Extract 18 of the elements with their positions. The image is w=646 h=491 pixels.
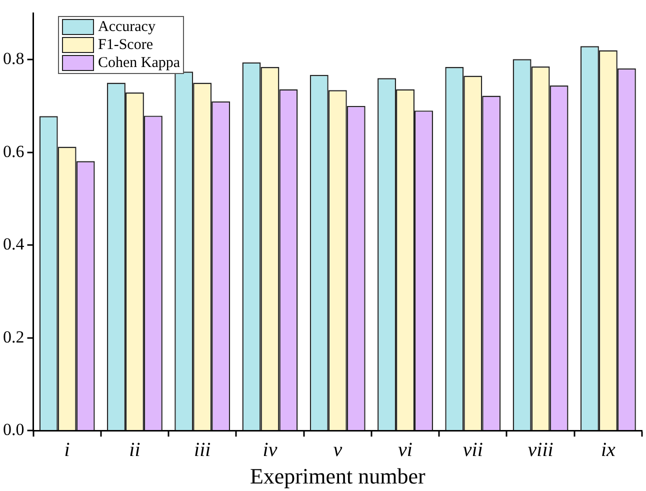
- x-tick-label: iii: [194, 438, 211, 461]
- y-tick-label: 0.4: [3, 234, 25, 254]
- y-tick-label: 0.2: [3, 327, 24, 346]
- x-axis-title: Exepriment number: [250, 464, 426, 489]
- x-tick-label: ix: [600, 438, 616, 461]
- y-tick-label: 0.0: [3, 420, 24, 440]
- x-tick-label: iv: [262, 438, 278, 461]
- x-tick-label: vi: [398, 438, 412, 461]
- x-tick-label: v: [333, 438, 342, 461]
- x-tick-label: ii: [129, 438, 140, 461]
- legend-label: Cohen Kappa: [98, 54, 180, 72]
- legend-label: Accuracy: [98, 18, 156, 36]
- x-tick-label: vii: [462, 438, 483, 461]
- x-tick-label: i: [64, 438, 70, 461]
- x-tick-label: viii: [528, 438, 554, 461]
- y-tick-label: 0.8: [3, 49, 24, 68]
- y-tick-label: 0.6: [3, 142, 24, 161]
- legend-label: F1-Score: [98, 36, 153, 54]
